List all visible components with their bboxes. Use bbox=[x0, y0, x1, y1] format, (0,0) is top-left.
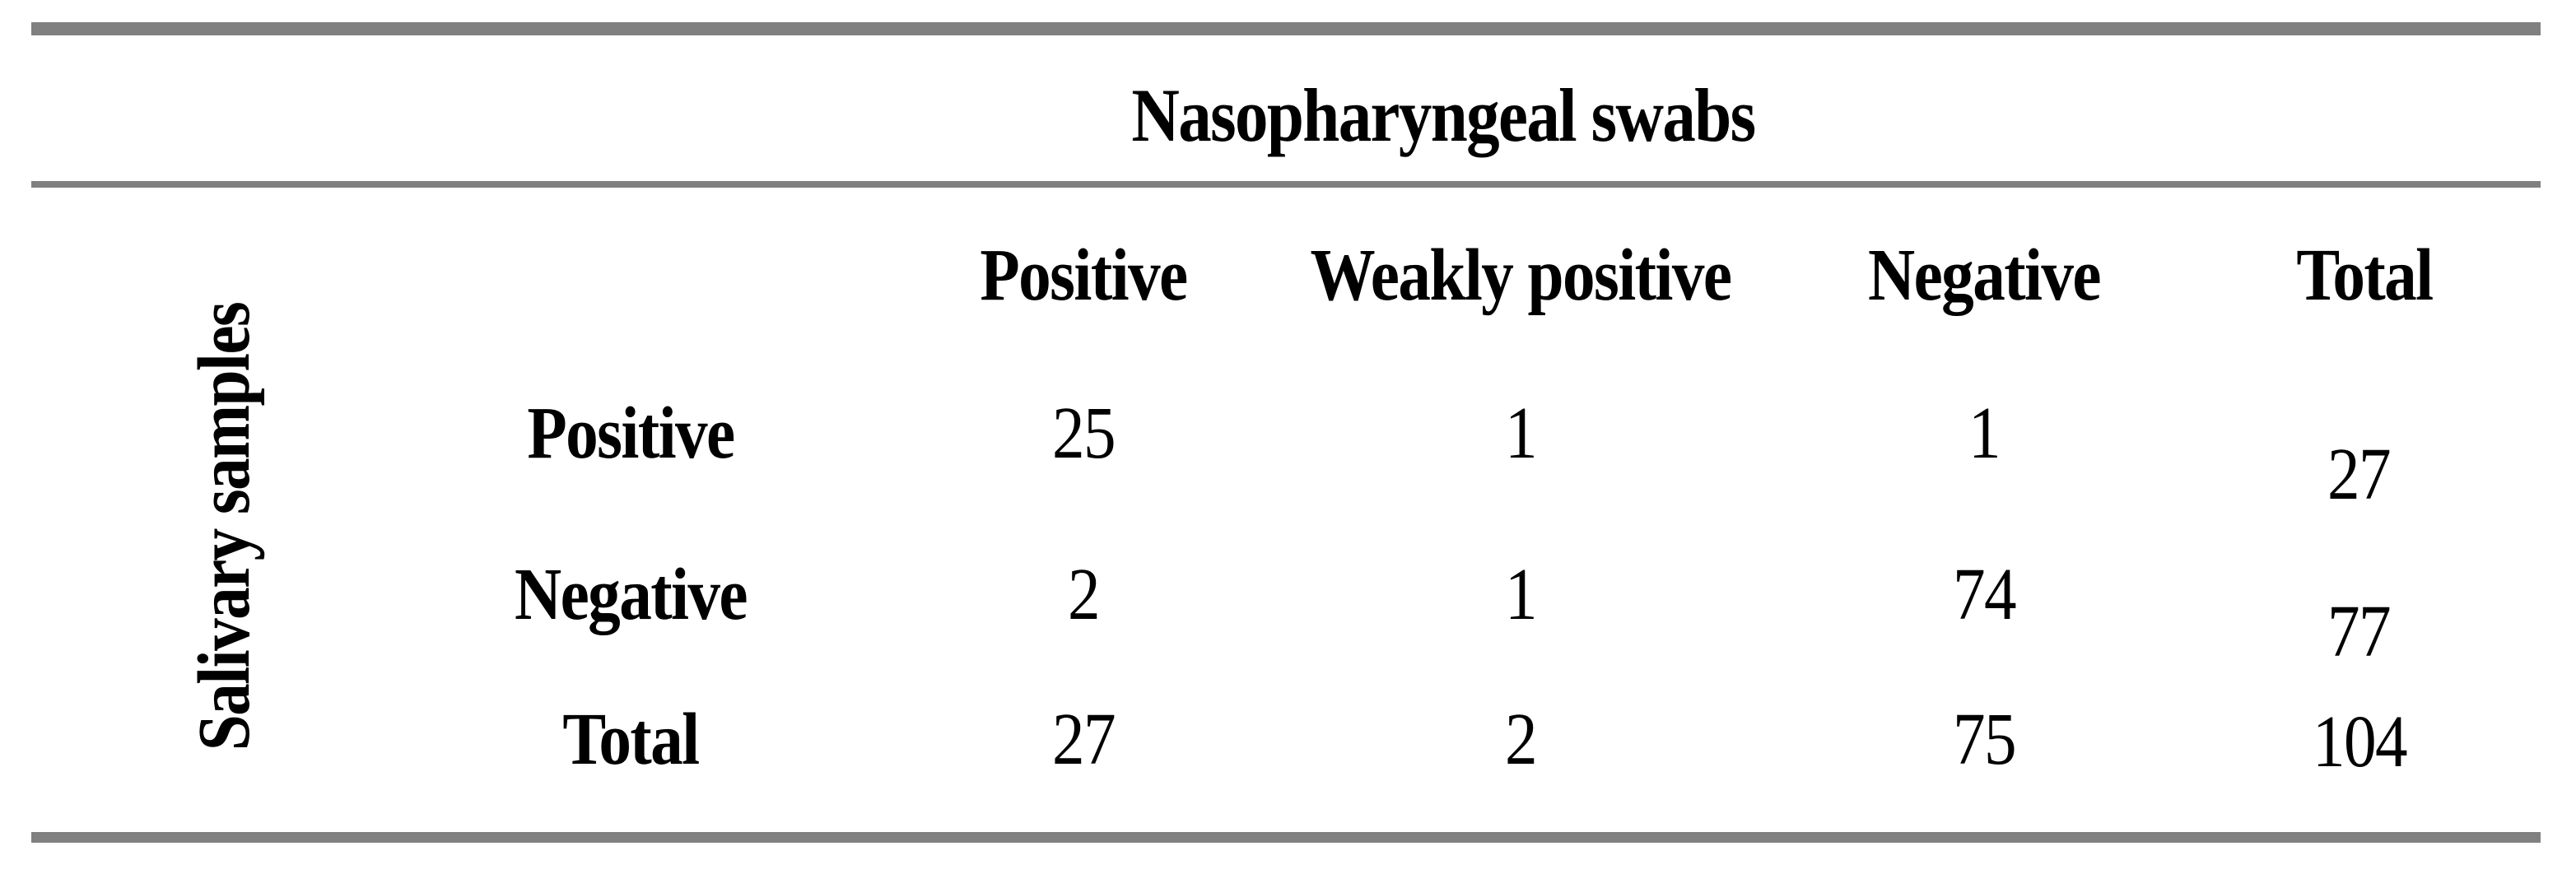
cell-negative-total: 77 bbox=[2327, 591, 2392, 672]
cell-total-negative: 75 bbox=[1952, 699, 2017, 780]
bottom-rule bbox=[31, 832, 2541, 843]
row-label-negative: Negative bbox=[514, 554, 748, 635]
row-label-positive: Positive bbox=[527, 393, 735, 474]
cell-total-weakly-positive: 2 bbox=[1504, 699, 1538, 780]
column-header-negative: Negative bbox=[1867, 235, 2102, 316]
cell-positive-total: 27 bbox=[2327, 434, 2392, 515]
column-group-title: Nasopharyngeal swabs bbox=[1131, 73, 1756, 157]
row-label-total: Total bbox=[562, 699, 700, 780]
column-header-weakly-positive: Weakly positive bbox=[1310, 235, 1732, 316]
header-separator-rule bbox=[31, 181, 2541, 188]
column-header-positive: Positive bbox=[980, 235, 1188, 316]
cell-total-total: 104 bbox=[2312, 701, 2408, 783]
row-group-title: Salivary samples bbox=[184, 302, 265, 751]
column-header-total: Total bbox=[2296, 235, 2434, 316]
cell-positive-weakly-positive: 1 bbox=[1504, 393, 1538, 474]
cell-positive-positive: 25 bbox=[1051, 393, 1116, 474]
cell-negative-negative: 74 bbox=[1952, 554, 2017, 635]
cell-negative-positive: 2 bbox=[1067, 554, 1101, 635]
cell-negative-weakly-positive: 1 bbox=[1504, 554, 1538, 635]
top-rule bbox=[31, 22, 2541, 35]
cell-total-positive: 27 bbox=[1051, 699, 1116, 780]
cell-positive-negative: 1 bbox=[1968, 393, 2001, 474]
